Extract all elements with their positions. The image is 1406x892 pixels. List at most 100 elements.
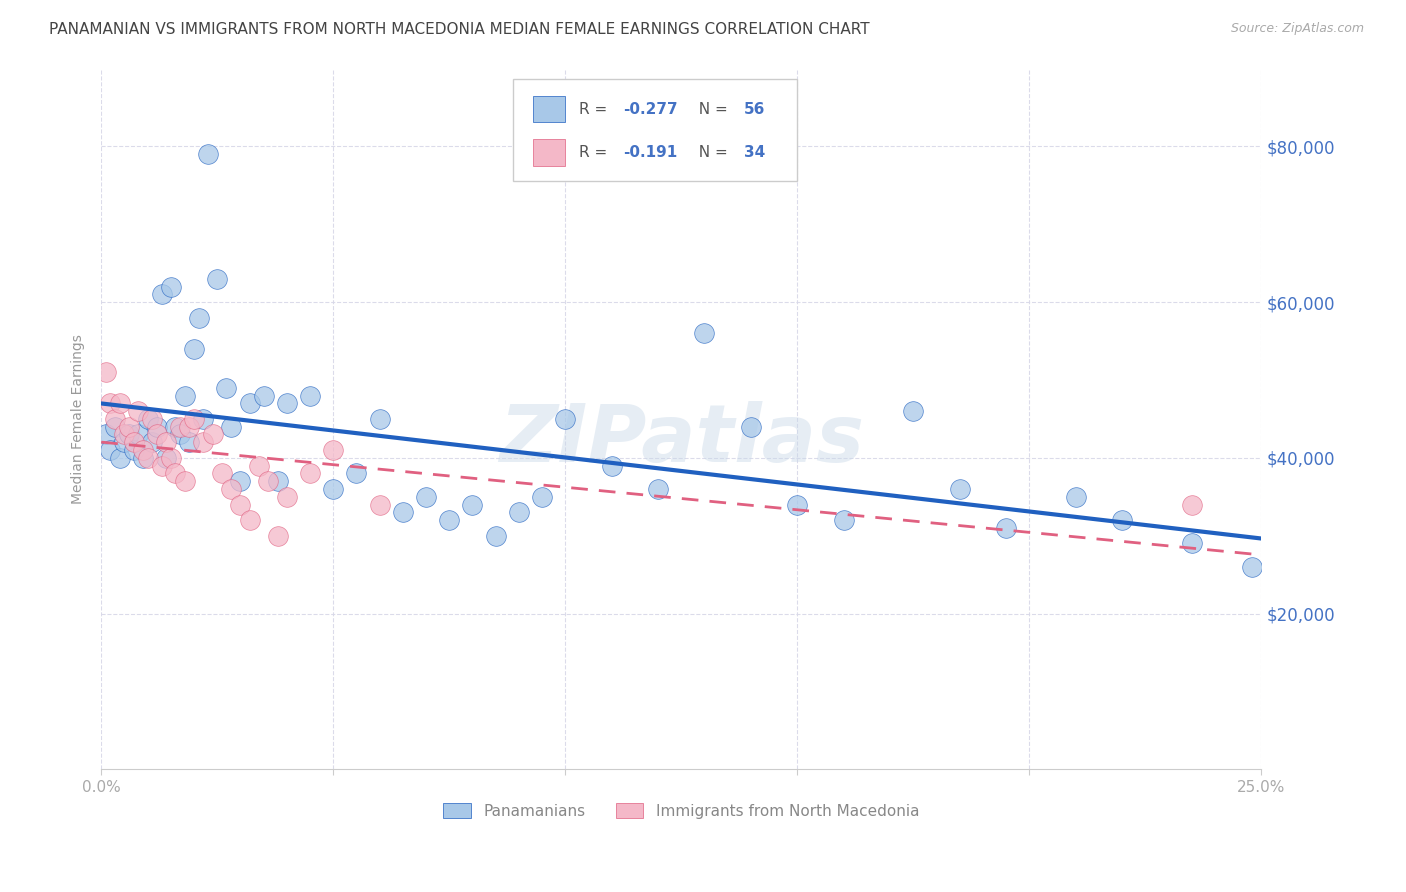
Point	[141, 435, 163, 450]
Point	[136, 412, 159, 426]
Point	[415, 490, 437, 504]
Point	[136, 450, 159, 465]
Point	[508, 505, 530, 519]
Point	[169, 419, 191, 434]
Point	[179, 435, 201, 450]
Point	[132, 450, 155, 465]
Point	[141, 412, 163, 426]
Point	[1240, 559, 1263, 574]
Point	[786, 498, 808, 512]
Point	[211, 467, 233, 481]
Text: R =: R =	[579, 145, 612, 160]
Point	[346, 467, 368, 481]
Point	[257, 474, 280, 488]
Point	[155, 435, 177, 450]
Point	[949, 482, 972, 496]
Text: N =: N =	[689, 102, 733, 117]
Point	[146, 419, 169, 434]
Point	[229, 498, 252, 512]
Point	[183, 342, 205, 356]
Point	[276, 490, 298, 504]
Point	[146, 427, 169, 442]
Point	[276, 396, 298, 410]
Point	[155, 450, 177, 465]
Point	[903, 404, 925, 418]
Point	[239, 396, 262, 410]
Point	[740, 419, 762, 434]
Text: -0.277: -0.277	[623, 102, 678, 117]
Point	[368, 498, 391, 512]
Point	[219, 419, 242, 434]
FancyBboxPatch shape	[533, 95, 565, 122]
Text: R =: R =	[579, 102, 612, 117]
Point	[127, 427, 149, 442]
Point	[247, 458, 270, 473]
Point	[554, 412, 576, 426]
Text: 34: 34	[744, 145, 765, 160]
Point	[183, 412, 205, 426]
Point	[132, 443, 155, 458]
Point	[193, 412, 215, 426]
Point	[266, 529, 288, 543]
Point	[187, 310, 209, 325]
Point	[165, 467, 187, 481]
Point	[219, 482, 242, 496]
Point	[122, 435, 145, 450]
Text: 56: 56	[744, 102, 765, 117]
Point	[173, 474, 195, 488]
FancyBboxPatch shape	[533, 139, 565, 166]
Point	[201, 427, 224, 442]
Point	[252, 388, 274, 402]
Point	[165, 419, 187, 434]
Point	[647, 482, 669, 496]
Point	[150, 287, 173, 301]
FancyBboxPatch shape	[513, 79, 797, 181]
Point	[118, 419, 141, 434]
Point	[118, 427, 141, 442]
Point	[169, 427, 191, 442]
Point	[112, 435, 135, 450]
Point	[122, 443, 145, 458]
Point	[94, 365, 117, 379]
Point	[108, 396, 131, 410]
Point	[173, 388, 195, 402]
Point	[239, 513, 262, 527]
Point	[693, 326, 716, 341]
Point	[108, 450, 131, 465]
Point	[461, 498, 484, 512]
Text: -0.191: -0.191	[623, 145, 678, 160]
Point	[150, 458, 173, 473]
Text: ZIPatlas: ZIPatlas	[499, 401, 863, 479]
Point	[229, 474, 252, 488]
Point	[104, 419, 127, 434]
Point	[112, 427, 135, 442]
Point	[368, 412, 391, 426]
Point	[197, 147, 219, 161]
Point	[832, 513, 855, 527]
Point	[1064, 490, 1087, 504]
Point	[322, 482, 344, 496]
Point	[104, 412, 127, 426]
Text: PANAMANIAN VS IMMIGRANTS FROM NORTH MACEDONIA MEDIAN FEMALE EARNINGS CORRELATION: PANAMANIAN VS IMMIGRANTS FROM NORTH MACE…	[49, 22, 870, 37]
Point	[1181, 498, 1204, 512]
Point	[266, 474, 288, 488]
Point	[600, 458, 623, 473]
Point	[322, 443, 344, 458]
Point	[100, 396, 122, 410]
Text: N =: N =	[689, 145, 733, 160]
Point	[205, 272, 228, 286]
Point	[531, 490, 554, 504]
Point	[1111, 513, 1133, 527]
Text: Source: ZipAtlas.com: Source: ZipAtlas.com	[1230, 22, 1364, 36]
Point	[159, 279, 181, 293]
Point	[94, 427, 117, 442]
Point	[299, 467, 322, 481]
Point	[215, 381, 238, 395]
Point	[485, 529, 508, 543]
Point	[127, 404, 149, 418]
Point	[995, 521, 1018, 535]
Point	[179, 419, 201, 434]
Point	[159, 450, 181, 465]
Y-axis label: Median Female Earnings: Median Female Earnings	[72, 334, 86, 504]
Point	[299, 388, 322, 402]
